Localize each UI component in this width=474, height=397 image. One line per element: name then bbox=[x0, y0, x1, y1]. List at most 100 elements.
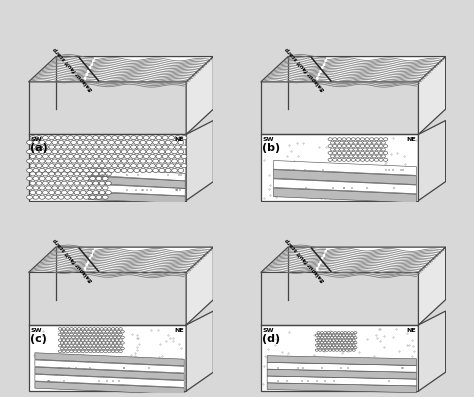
Ellipse shape bbox=[169, 145, 174, 149]
Ellipse shape bbox=[58, 168, 64, 172]
Ellipse shape bbox=[332, 349, 335, 351]
Ellipse shape bbox=[62, 328, 65, 330]
Ellipse shape bbox=[360, 151, 365, 154]
Ellipse shape bbox=[156, 164, 162, 168]
Ellipse shape bbox=[92, 350, 96, 353]
Ellipse shape bbox=[320, 341, 323, 344]
Ellipse shape bbox=[349, 349, 352, 351]
Polygon shape bbox=[89, 192, 185, 203]
Ellipse shape bbox=[121, 330, 124, 333]
Ellipse shape bbox=[55, 181, 61, 185]
Ellipse shape bbox=[124, 145, 130, 149]
Ellipse shape bbox=[172, 159, 177, 163]
Ellipse shape bbox=[77, 186, 83, 190]
Ellipse shape bbox=[83, 141, 89, 145]
Ellipse shape bbox=[324, 331, 327, 334]
Ellipse shape bbox=[58, 328, 62, 330]
Ellipse shape bbox=[317, 337, 320, 339]
Ellipse shape bbox=[334, 341, 337, 344]
Ellipse shape bbox=[30, 172, 36, 176]
Text: Balapur fault scarp: Balapur fault scarp bbox=[53, 237, 94, 282]
Ellipse shape bbox=[332, 334, 335, 336]
Ellipse shape bbox=[337, 337, 340, 339]
Ellipse shape bbox=[342, 151, 346, 154]
Ellipse shape bbox=[153, 141, 158, 145]
Ellipse shape bbox=[106, 342, 109, 344]
Ellipse shape bbox=[339, 334, 342, 336]
Ellipse shape bbox=[27, 177, 33, 181]
Ellipse shape bbox=[349, 155, 353, 158]
Ellipse shape bbox=[377, 148, 381, 151]
Ellipse shape bbox=[336, 339, 338, 341]
Ellipse shape bbox=[83, 186, 89, 190]
Ellipse shape bbox=[77, 195, 83, 199]
Ellipse shape bbox=[43, 172, 48, 176]
Ellipse shape bbox=[61, 172, 67, 176]
Ellipse shape bbox=[119, 350, 122, 353]
Ellipse shape bbox=[46, 150, 51, 154]
Ellipse shape bbox=[102, 195, 108, 199]
Ellipse shape bbox=[71, 186, 77, 190]
Ellipse shape bbox=[102, 342, 105, 344]
Ellipse shape bbox=[344, 148, 348, 151]
Ellipse shape bbox=[113, 347, 117, 350]
Ellipse shape bbox=[332, 344, 335, 346]
Ellipse shape bbox=[58, 339, 62, 341]
Ellipse shape bbox=[52, 186, 58, 190]
Ellipse shape bbox=[377, 155, 381, 158]
Text: Balapur fault scarp: Balapur fault scarp bbox=[53, 46, 94, 92]
Ellipse shape bbox=[71, 177, 77, 181]
Ellipse shape bbox=[342, 138, 346, 141]
Ellipse shape bbox=[85, 345, 88, 347]
Ellipse shape bbox=[315, 344, 319, 346]
Ellipse shape bbox=[330, 331, 334, 334]
Ellipse shape bbox=[334, 337, 337, 339]
Ellipse shape bbox=[74, 191, 80, 195]
Ellipse shape bbox=[337, 138, 342, 141]
Ellipse shape bbox=[356, 158, 360, 161]
Polygon shape bbox=[28, 247, 213, 272]
Ellipse shape bbox=[58, 195, 64, 199]
Ellipse shape bbox=[169, 164, 174, 168]
Ellipse shape bbox=[119, 345, 122, 347]
Ellipse shape bbox=[62, 333, 65, 336]
Ellipse shape bbox=[349, 344, 352, 346]
Ellipse shape bbox=[322, 339, 325, 341]
Text: SW: SW bbox=[30, 328, 42, 333]
Ellipse shape bbox=[143, 154, 149, 158]
Ellipse shape bbox=[30, 191, 36, 195]
Ellipse shape bbox=[85, 333, 88, 336]
Ellipse shape bbox=[102, 347, 105, 350]
Ellipse shape bbox=[77, 177, 83, 181]
Ellipse shape bbox=[89, 328, 92, 330]
Ellipse shape bbox=[134, 168, 140, 172]
Ellipse shape bbox=[71, 159, 77, 163]
Polygon shape bbox=[267, 369, 417, 379]
Ellipse shape bbox=[60, 336, 64, 339]
Ellipse shape bbox=[365, 158, 369, 161]
Ellipse shape bbox=[89, 339, 92, 341]
Ellipse shape bbox=[325, 339, 328, 341]
Ellipse shape bbox=[165, 159, 171, 163]
Ellipse shape bbox=[340, 337, 344, 339]
Ellipse shape bbox=[109, 141, 114, 145]
Ellipse shape bbox=[134, 141, 140, 145]
Ellipse shape bbox=[99, 154, 105, 158]
Ellipse shape bbox=[39, 177, 45, 181]
Ellipse shape bbox=[72, 336, 75, 339]
Ellipse shape bbox=[64, 168, 70, 172]
Ellipse shape bbox=[36, 164, 42, 168]
Ellipse shape bbox=[327, 337, 330, 339]
Text: SW: SW bbox=[263, 137, 274, 142]
Ellipse shape bbox=[319, 344, 322, 346]
Ellipse shape bbox=[30, 164, 36, 168]
Ellipse shape bbox=[49, 172, 55, 176]
Ellipse shape bbox=[337, 331, 340, 334]
Ellipse shape bbox=[109, 159, 114, 163]
Ellipse shape bbox=[370, 145, 374, 148]
Ellipse shape bbox=[374, 145, 379, 148]
Ellipse shape bbox=[351, 145, 356, 148]
Ellipse shape bbox=[70, 328, 73, 330]
Ellipse shape bbox=[181, 136, 187, 140]
Ellipse shape bbox=[100, 333, 103, 336]
